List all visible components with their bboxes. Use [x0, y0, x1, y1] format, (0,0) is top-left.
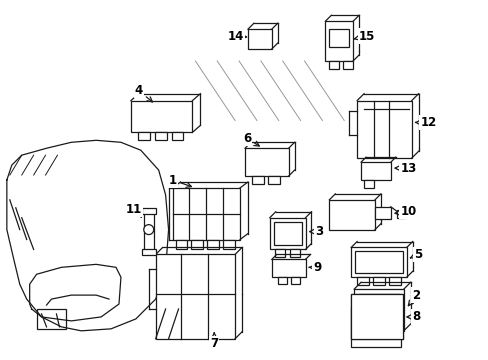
Text: 7: 7 [210, 333, 218, 350]
Text: 14: 14 [227, 30, 246, 42]
Bar [356, 277, 368, 285]
Bar [207, 239, 219, 249]
Bar [244, 148, 288, 176]
Bar [172, 188, 240, 239]
Bar [171, 132, 183, 140]
Text: 5: 5 [409, 248, 422, 261]
Bar [223, 239, 235, 249]
Bar [350, 247, 406, 277]
Bar [372, 277, 384, 285]
Bar [388, 277, 400, 285]
Bar [251, 176, 264, 184]
Bar [356, 100, 411, 158]
Circle shape [143, 225, 153, 235]
Bar [325, 21, 352, 61]
Bar [328, 29, 348, 47]
Text: 6: 6 [243, 132, 259, 146]
Text: 2: 2 [407, 289, 420, 306]
Bar [354, 251, 402, 273]
Text: 3: 3 [309, 225, 323, 238]
Bar [343, 61, 352, 69]
Text: 10: 10 [394, 205, 416, 218]
Bar [360, 162, 390, 180]
Bar [143, 210, 153, 251]
Bar [364, 180, 373, 188]
Bar [350, 307, 400, 347]
Bar [350, 294, 402, 339]
Text: 4: 4 [134, 84, 152, 102]
Bar [328, 200, 374, 230]
Bar [138, 132, 149, 140]
Bar [142, 249, 155, 255]
Bar [396, 210, 404, 218]
Bar [289, 249, 299, 257]
Bar [131, 100, 192, 132]
Text: 12: 12 [415, 116, 436, 129]
Bar [360, 331, 373, 340]
Bar [155, 255, 235, 339]
Bar [374, 207, 390, 219]
Text: 9: 9 [308, 261, 321, 274]
Bar [358, 294, 398, 326]
Text: 13: 13 [394, 162, 416, 175]
Bar [353, 289, 403, 331]
Bar [142, 208, 155, 214]
Bar [277, 277, 286, 284]
Bar [37, 309, 66, 329]
Bar [290, 277, 299, 284]
Bar [154, 132, 166, 140]
Text: 1: 1 [168, 174, 191, 187]
Bar [267, 176, 279, 184]
Text: 11: 11 [125, 203, 142, 217]
Bar [350, 294, 402, 339]
Bar [328, 61, 339, 69]
Bar [269, 218, 305, 249]
Text: 15: 15 [354, 30, 374, 42]
Bar [191, 239, 203, 249]
Bar [273, 222, 301, 246]
Bar [175, 239, 187, 249]
Text: 8: 8 [406, 310, 420, 323]
Bar [271, 260, 305, 277]
Bar [378, 331, 391, 340]
Bar [247, 29, 271, 49]
Bar [274, 249, 284, 257]
